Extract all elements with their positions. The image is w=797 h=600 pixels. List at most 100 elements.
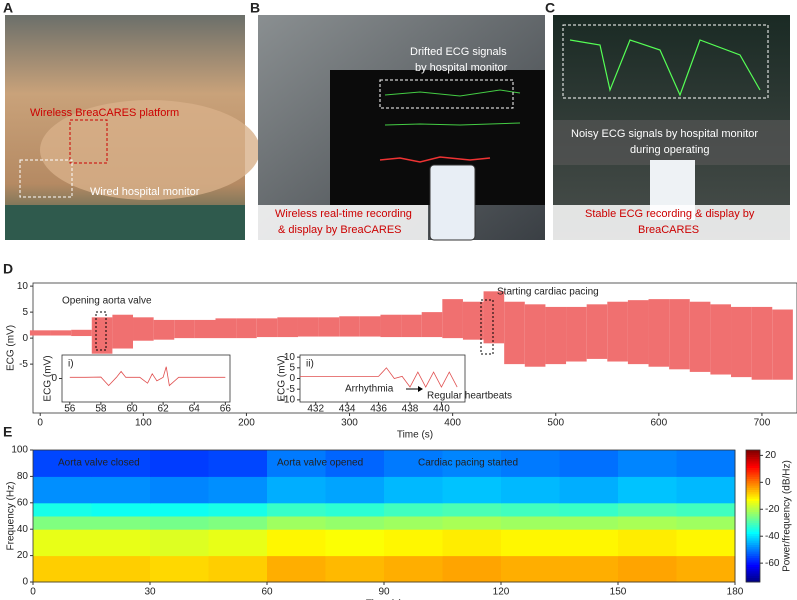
annotation: during operating	[630, 144, 710, 156]
annotation: Starting cardiac pacing	[497, 287, 599, 298]
annotation: & display by BreaCARES	[278, 224, 402, 236]
x-tick-label: 56	[64, 404, 76, 415]
ecg-envelope	[215, 318, 237, 339]
ecg-trace	[69, 366, 226, 387]
photo-c: Noisy ECG signals by hospital monitor du…	[553, 15, 790, 240]
spectrogram-cell	[384, 476, 443, 504]
colorbar-step	[746, 478, 760, 482]
colorbar-step	[746, 496, 760, 499]
y-axis-label: Frequency (Hz)	[6, 482, 17, 551]
spectrogram-cell	[91, 555, 151, 583]
colorbar-tick-label: -40	[765, 531, 780, 542]
y-tick-label: 100	[11, 445, 28, 456]
colorbar-step	[746, 476, 760, 479]
colorbar-step	[746, 491, 760, 495]
spectrogram-cell	[501, 516, 560, 530]
colorbar-step	[746, 502, 760, 506]
x-tick-label: 62	[158, 404, 170, 415]
x-tick-label: 436	[370, 404, 387, 415]
colorbar-step	[746, 577, 760, 581]
colorbar-step	[746, 553, 760, 556]
y-axis-label: ECG (mV)	[6, 325, 17, 371]
y-tick-label: -10	[281, 395, 296, 406]
y-tick-label: 20	[17, 550, 29, 561]
spectrogram-cell	[559, 516, 619, 530]
x-axis-label: Time (s)	[366, 599, 402, 600]
colorbar-step	[746, 575, 760, 578]
spectrogram-cell	[325, 502, 385, 517]
spectrogram-cell	[208, 450, 268, 477]
annotation: Wireless real-time recording	[275, 208, 412, 220]
colorbar-step	[746, 513, 760, 517]
spectrogram-cell	[384, 450, 443, 477]
spectrogram-cell	[150, 516, 209, 530]
ecg-envelope	[153, 319, 175, 340]
colorbar-step	[746, 465, 760, 468]
spectrogram-cell	[618, 502, 677, 517]
spectrogram-cell	[501, 450, 560, 477]
spectrogram-cell	[325, 516, 385, 530]
spectrogram-cell	[33, 555, 92, 583]
colorbar-step	[746, 485, 760, 488]
colorbar-step	[746, 454, 760, 457]
spectrogram-cell	[33, 476, 92, 504]
spectrogram-cell	[618, 516, 677, 530]
colorbar-tick-label: 0	[765, 477, 771, 488]
plot-frame	[299, 354, 466, 403]
ecg-envelope	[277, 317, 298, 338]
panel-label: B	[250, 0, 260, 16]
spectrogram-cell	[501, 476, 560, 504]
y-tick-label: 60	[17, 497, 29, 508]
spectrogram-cell	[618, 555, 677, 583]
y-tick-label: 40	[17, 524, 29, 535]
x-tick-label: 120	[493, 587, 510, 598]
y-axis-label: ECG (mV)	[277, 355, 288, 401]
spectrogram-cell	[267, 516, 326, 530]
ecg-envelope	[112, 314, 134, 349]
ecg-envelope	[504, 301, 525, 365]
panel-label: A	[3, 0, 13, 16]
spectrogram-cell	[150, 502, 209, 517]
x-tick-label: 700	[754, 418, 771, 429]
colorbar-step	[746, 522, 760, 526]
colorbar-step	[746, 546, 760, 550]
colorbar-step	[746, 564, 760, 567]
spectrogram-cell	[559, 502, 619, 517]
y-tick-label: 0	[22, 333, 28, 344]
panel-label: C	[545, 0, 555, 16]
colorbar-step	[746, 544, 760, 548]
spectrogram-cell	[208, 555, 268, 583]
colorbar-step	[746, 507, 760, 510]
ecg-envelope	[710, 304, 732, 375]
ecg-envelope	[318, 317, 340, 337]
spectrogram-cell	[150, 555, 209, 583]
x-tick-label: 500	[547, 418, 564, 429]
colorbar-step	[746, 489, 760, 493]
ecg-envelope	[607, 301, 628, 362]
colorbar-step	[746, 480, 760, 484]
annotation: Cardiac pacing started	[418, 458, 518, 469]
panel-label: D	[3, 261, 13, 277]
colorbar-step	[746, 535, 760, 539]
ecg-envelope	[421, 312, 443, 338]
y-tick-label: 5	[22, 307, 28, 318]
ecg-envelope	[462, 301, 484, 340]
ecg-envelope	[71, 329, 92, 337]
spectrogram-cell	[150, 476, 209, 504]
photo-a: Wireless BreaCARES platform Wired hospit…	[5, 15, 260, 240]
x-tick-label: 600	[650, 418, 667, 429]
inset-label: ii)	[306, 359, 314, 370]
x-tick-label: 438	[402, 404, 419, 415]
colorbar-step	[746, 505, 760, 508]
colorbar-step	[746, 573, 760, 576]
spectrogram-cell	[501, 529, 560, 557]
ecg-envelope	[401, 314, 422, 338]
x-tick-label: 58	[95, 404, 107, 415]
x-tick-label: 0	[37, 418, 43, 429]
colorbar-step	[746, 538, 760, 541]
annotation: Noisy ECG signals by hospital monitor	[571, 128, 758, 140]
ecg-envelope	[524, 304, 546, 367]
x-axis-label: Time (s)	[397, 430, 433, 441]
spectrogram-cell	[559, 529, 619, 557]
